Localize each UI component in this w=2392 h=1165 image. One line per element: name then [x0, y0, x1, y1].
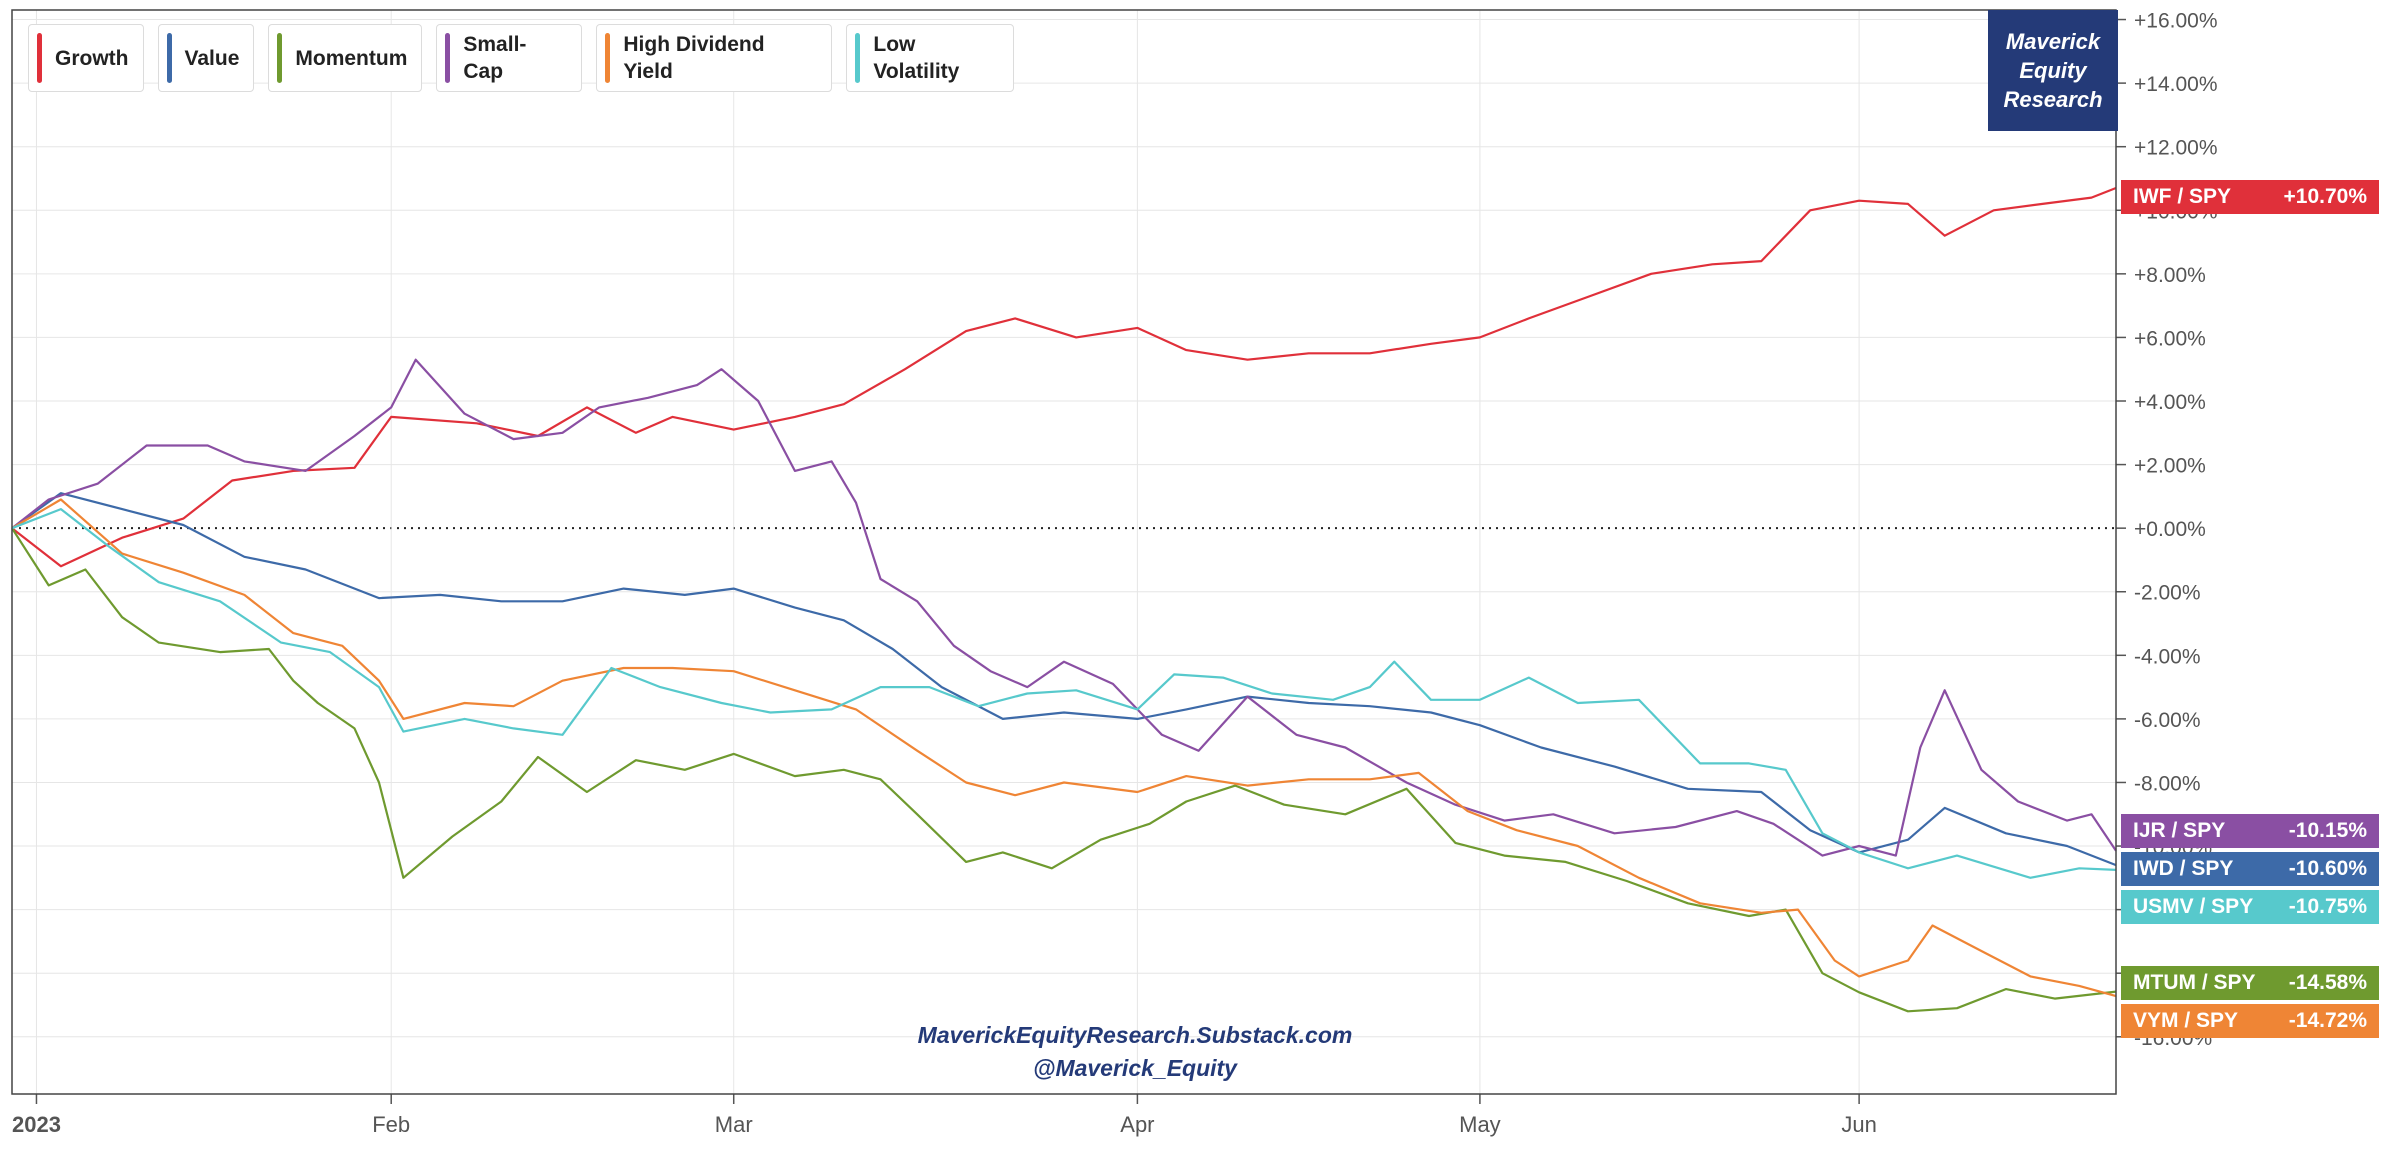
end-label-usmv: USMV / SPY -10.75%	[2121, 890, 2379, 924]
end-label-mtum: MTUM / SPY -14.58%	[2121, 966, 2379, 1000]
legend-high-dividend-yield[interactable]: High Dividend Yield	[596, 24, 833, 92]
x-tick-label: 2023	[12, 1112, 61, 1137]
legend-value[interactable]: Value	[157, 24, 255, 92]
plot-frame	[11, 9, 2117, 1095]
brand-line-2: Equity	[2019, 58, 2087, 83]
y-tick-label: -2.00%	[2134, 582, 2201, 605]
y-tick-label: +16.00%	[2134, 10, 2218, 33]
series-line-small-cap	[11, 358, 2117, 857]
end-label-ticker: IWF / SPY	[2133, 185, 2232, 208]
brand-line-3: Research	[2003, 87, 2103, 112]
x-axis-ticks: 2023 Feb Mar Apr May Jun	[12, 1094, 1877, 1137]
end-label-iwd: IWD / SPY -10.60%	[2121, 852, 2379, 886]
end-label-ijr: IJR / SPY -10.15%	[2121, 814, 2379, 848]
end-label-ticker: VYM / SPY	[2133, 1009, 2239, 1032]
y-tick-label: +4.00%	[2134, 391, 2206, 414]
series-line-high-dividend-yield	[11, 498, 2117, 998]
series-line-growth	[11, 186, 2117, 568]
brand-line-1: Maverick	[2005, 29, 2101, 54]
end-label-iwf: IWF / SPY +10.70%	[2121, 180, 2379, 214]
y-tick-label: +0.00%	[2134, 518, 2206, 541]
y-tick-label: +6.00%	[2134, 327, 2206, 350]
series-line-momentum	[11, 527, 2117, 1013]
series-line-low-volatility	[11, 508, 2117, 879]
legend-growth[interactable]: Growth	[28, 24, 144, 92]
x-tick-label: May	[1459, 1112, 1501, 1137]
y-tick-label: +14.00%	[2134, 73, 2218, 96]
end-label-ticker: IJR / SPY	[2133, 819, 2226, 842]
legend-label: Growth	[55, 46, 129, 70]
chart-legend: Growth Value Momentum Small- Cap High Di…	[28, 24, 1015, 92]
chart-series-lines	[11, 186, 2117, 1013]
legend-swatch-growth	[37, 33, 42, 83]
legend-label: Momentum	[295, 46, 408, 70]
y-tick-label: -6.00%	[2134, 709, 2201, 732]
chart-grid	[12, 10, 2116, 1094]
brand-logo: Maverick Equity Research	[1988, 10, 2118, 131]
legend-momentum[interactable]: Momentum	[268, 24, 423, 92]
x-tick-label: Feb	[372, 1112, 410, 1137]
x-tick-label: Jun	[1841, 1112, 1876, 1137]
y-tick-label: -4.00%	[2134, 645, 2201, 668]
legend-label: Value	[184, 46, 240, 70]
end-label-value: +10.70%	[2283, 185, 2368, 208]
x-tick-label: Apr	[1120, 1112, 1154, 1137]
y-tick-label: +2.00%	[2134, 455, 2206, 478]
legend-small-cap[interactable]: Small- Cap	[436, 24, 583, 92]
series-line-value	[11, 492, 2117, 867]
end-label-ticker: IWD / SPY	[2133, 857, 2234, 880]
x-tick-label: Mar	[715, 1112, 753, 1137]
legend-label: High Dividend Yield	[623, 33, 765, 83]
legend-label: Small- Cap	[463, 33, 527, 83]
y-tick-label: +12.00%	[2134, 137, 2218, 160]
end-label-value: -14.58%	[2288, 971, 2367, 994]
watermark-handle: @Maverick_Equity	[1033, 1055, 1237, 1081]
legend-swatch-momentum	[277, 33, 283, 83]
end-label-value: -10.15%	[2288, 819, 2367, 842]
legend-swatch-small-cap	[445, 33, 451, 83]
legend-swatch-value	[166, 33, 172, 83]
legend-swatch-low-volatility	[855, 33, 861, 83]
end-label-value: -14.72%	[2288, 1009, 2367, 1032]
legend-low-volatility[interactable]: Low Volatility	[846, 24, 1015, 92]
end-label-value: -10.75%	[2288, 895, 2367, 918]
end-label-vym: VYM / SPY -14.72%	[2121, 1004, 2379, 1038]
end-label-ticker: MTUM / SPY	[2133, 971, 2256, 994]
watermark-site: MaverickEquityResearch.Substack.com	[917, 1022, 1353, 1048]
end-label-value: -10.60%	[2288, 857, 2367, 880]
y-tick-label: -8.00%	[2134, 772, 2201, 795]
legend-swatch-high-dividend-yield	[605, 33, 611, 83]
end-label-ticker: USMV / SPY	[2133, 895, 2254, 918]
legend-label: Low Volatility	[873, 33, 960, 83]
y-tick-label: +8.00%	[2134, 264, 2206, 287]
